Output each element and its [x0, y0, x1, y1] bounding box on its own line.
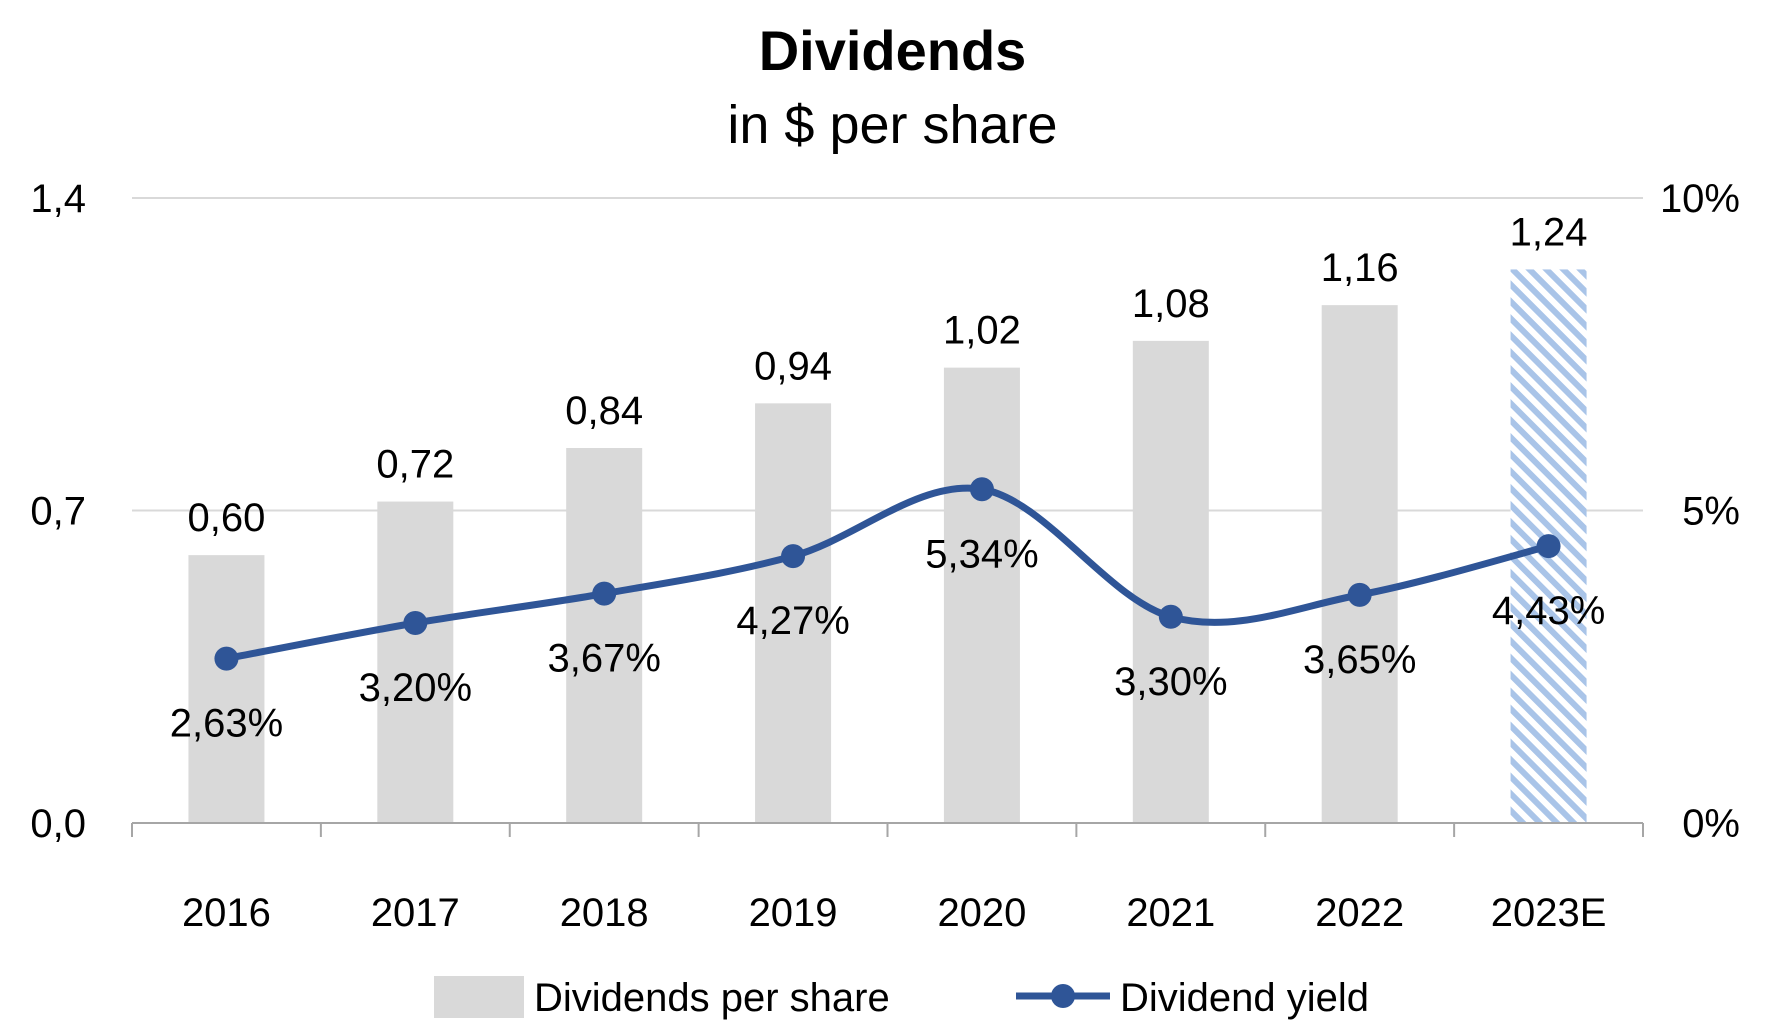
line-value-label: 3,20% [359, 666, 472, 710]
line-point [403, 611, 428, 635]
bar [755, 403, 832, 823]
legend-swatch-bar [434, 976, 524, 1018]
bar [566, 448, 643, 823]
x-tick-label: 2021 [1126, 891, 1215, 935]
y-left-tick-label: 0,0 [30, 802, 86, 846]
line-value-label: 3,30% [1114, 660, 1227, 704]
bar [377, 501, 454, 823]
x-tick-label: 2020 [937, 891, 1026, 935]
x-tick-label: 2023E [1491, 891, 1607, 935]
line-point [214, 646, 239, 671]
series-line-dividend-yield [225, 484, 1550, 663]
bar-value-label: 0,60 [188, 496, 266, 540]
bar-value-label: 1,24 [1510, 210, 1588, 254]
x-tick-label: 2018 [560, 891, 649, 935]
line-value-label: 2,63% [170, 702, 283, 746]
bar [943, 367, 1020, 823]
bar-value-label: 1,16 [1321, 246, 1399, 290]
bar-value-label: 0,72 [376, 443, 454, 487]
bar [1321, 305, 1398, 824]
chart-title: Dividends [758, 19, 1027, 82]
line-point [592, 581, 617, 606]
legend-label: Dividend yield [1120, 976, 1369, 1020]
line-value-label: 3,67% [547, 637, 660, 681]
bar-value-label: 0,84 [565, 389, 643, 433]
chart-subtitle: in $ per share [727, 95, 1058, 155]
x-tick-label: 2016 [182, 891, 271, 935]
y-right-tick-label: 0% [1682, 802, 1740, 846]
bar-value-label: 1,08 [1132, 282, 1210, 326]
line-point [1347, 582, 1372, 607]
y-left-tick-label: 1,4 [30, 177, 86, 221]
x-tick-label: 2022 [1315, 891, 1404, 935]
line-value-label: 4,43% [1492, 589, 1605, 633]
bar [188, 555, 265, 823]
y-right-tick-label: 5% [1682, 490, 1740, 534]
x-tick-label: 2019 [749, 891, 838, 935]
line-value-label: 4,27% [736, 599, 849, 643]
line-point [1158, 604, 1183, 629]
bar-value-label: 0,94 [754, 344, 832, 388]
bar [1132, 340, 1209, 823]
bar-value-label: 1,02 [943, 309, 1021, 353]
line-point [781, 544, 806, 569]
y-right-tick-label: 10% [1660, 177, 1740, 221]
line-point [1536, 534, 1561, 559]
y-left-tick-label: 0,7 [30, 490, 86, 534]
line-value-label: 5,34% [925, 532, 1038, 576]
line-point [969, 477, 994, 502]
legend-label: Dividends per share [534, 976, 890, 1020]
x-tick-label: 2017 [371, 891, 460, 935]
legend-marker [1051, 984, 1075, 1008]
line-value-label: 3,65% [1303, 638, 1416, 682]
